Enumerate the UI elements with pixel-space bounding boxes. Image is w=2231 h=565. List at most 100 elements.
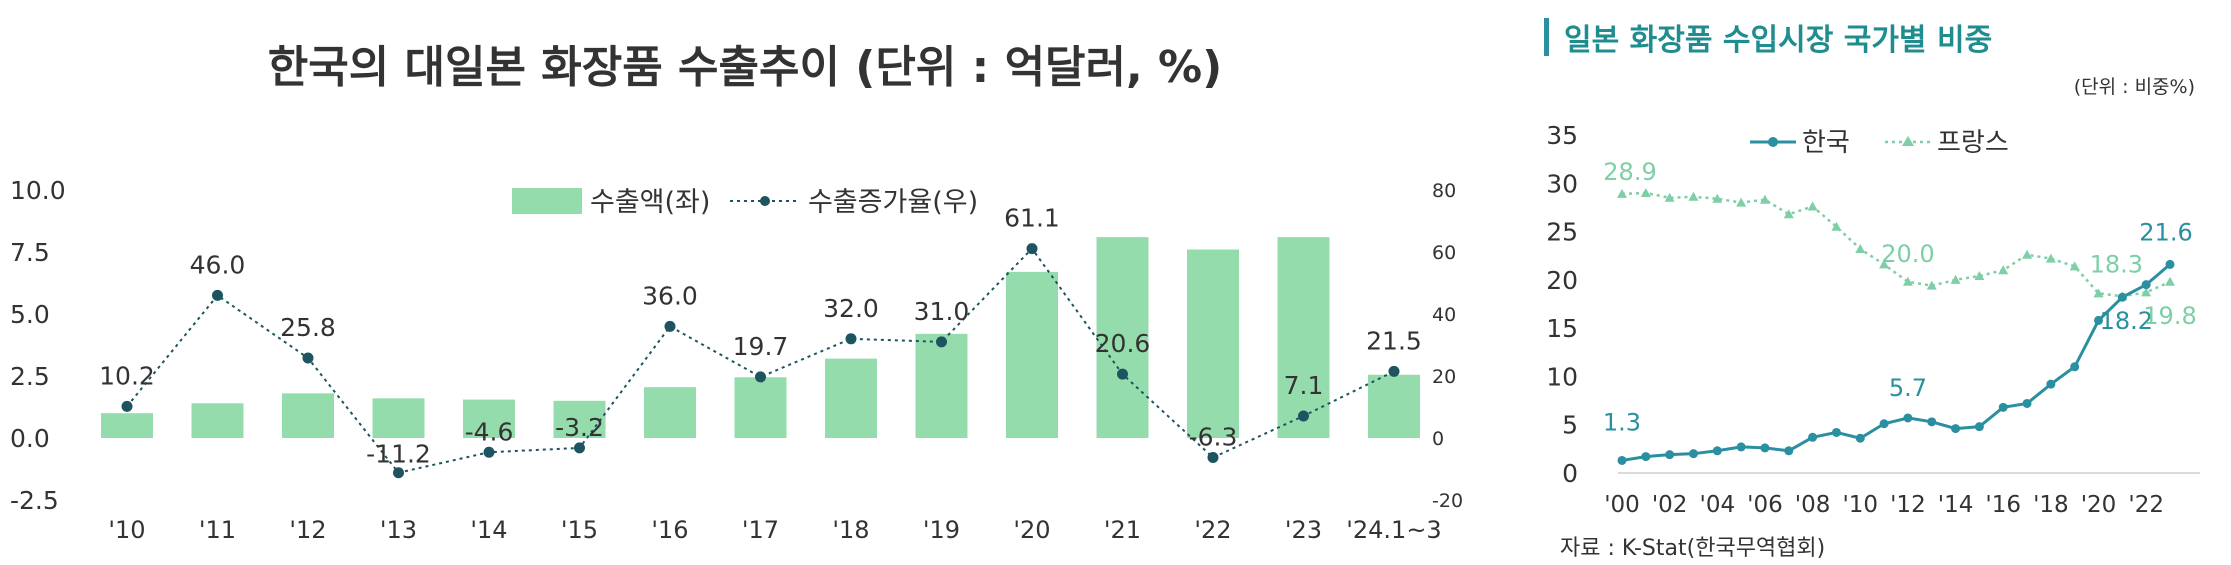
growth-rate-label: 25.8 bbox=[280, 313, 336, 342]
france-point bbox=[2141, 287, 2152, 297]
x-tick-label: '18 bbox=[832, 516, 869, 544]
growth-rate-point bbox=[1117, 368, 1128, 380]
france-point bbox=[1902, 276, 1913, 286]
x-tick-label: '18 bbox=[2033, 492, 2069, 518]
x-tick-label: '20 bbox=[1013, 516, 1050, 544]
korea-annotation: 18.2 bbox=[2100, 307, 2153, 335]
data-annotations: 1.3 5.7 18.2 21.6 28.9 20.0 18.319.8 bbox=[1603, 158, 2197, 437]
x-axis: '00 '02 '04 '06 '08 '10 '12 '14 '16 '18 '20 '22 bbox=[1604, 492, 2164, 518]
x-tick-label: '15 bbox=[561, 516, 598, 544]
france-point bbox=[2069, 261, 2080, 271]
growth-rate-label: 7.1 bbox=[1284, 371, 1324, 400]
legend-korea-marker bbox=[1768, 137, 1778, 147]
y-tick-label: 10 bbox=[1546, 362, 1578, 391]
growth-rate-point bbox=[483, 446, 495, 458]
export-bar bbox=[191, 403, 244, 438]
y-tick-label: 15 bbox=[1546, 314, 1578, 343]
legend-bar-swatch bbox=[512, 188, 582, 214]
left-tick-label: 10.0 bbox=[10, 176, 66, 205]
export-trend-chart: 한국의 대일본 화장품 수출추이 (단위 : 억달러, %) 10.0 7.5 5.… bbox=[10, 42, 1463, 544]
x-tick-label: '00 bbox=[1604, 492, 1640, 518]
x-tick-label: '04 bbox=[1700, 492, 1736, 518]
growth-rate-line: 10.2 46.0 25.8 -11.2 -4.6 -3.2 36.0 19.7 32.0 31.… bbox=[99, 204, 1422, 479]
y-axis: 35 30 25 20 15 10 5 0 bbox=[1546, 121, 2200, 488]
x-tick-label: '17 bbox=[742, 516, 779, 544]
growth-rate-point bbox=[212, 289, 223, 301]
left-tick-label: 2.5 bbox=[10, 362, 50, 391]
export-bar bbox=[463, 399, 515, 438]
export-bar bbox=[915, 333, 968, 438]
x-tick-label: '11 bbox=[199, 516, 236, 544]
right-tick-label: 0 bbox=[1432, 428, 1444, 450]
growth-rate-label: -4.6 bbox=[465, 417, 514, 446]
france-point bbox=[2165, 276, 2175, 286]
right-axis: 80 60 40 20 0 -20 bbox=[1432, 180, 1463, 512]
france-point bbox=[1879, 259, 1890, 269]
chart2-unit-note: (단위 : 비중%) bbox=[2074, 76, 2195, 98]
export-bar bbox=[644, 387, 696, 438]
export-bar bbox=[1368, 374, 1420, 438]
right-tick-label: 60 bbox=[1432, 242, 1456, 264]
export-bar bbox=[372, 398, 425, 438]
export-value-bars bbox=[101, 237, 1420, 438]
korea-point bbox=[2141, 280, 2151, 290]
x-tick-label: '14 bbox=[1938, 492, 1974, 518]
france-point bbox=[1950, 274, 1961, 284]
x-tick-label: '16 bbox=[651, 516, 688, 544]
export-bar bbox=[825, 358, 877, 438]
france-point bbox=[1783, 209, 1794, 219]
france-annotation: 20.0 bbox=[1881, 240, 1934, 268]
chart2-source: 자료 : K-Stat(한국무역협회) bbox=[1560, 536, 1825, 561]
growth-rate-point bbox=[1026, 243, 1038, 255]
chart2-legend: 한국 프랑스 bbox=[1750, 128, 2009, 158]
export-bar bbox=[1187, 249, 1239, 438]
korea-point bbox=[1903, 413, 1913, 423]
korea-point bbox=[1855, 433, 1865, 443]
growth-rate-label: 19.7 bbox=[733, 332, 789, 361]
france-point bbox=[1664, 192, 1675, 202]
growth-rate-point bbox=[1388, 365, 1400, 377]
korea-point bbox=[1998, 402, 2008, 412]
chart1-title: 한국의 대일본 화장품 수출추이 (단위 : 억달러, %) bbox=[268, 42, 1222, 93]
left-tick-label: 7.5 bbox=[10, 238, 50, 267]
right-tick-label: 80 bbox=[1432, 180, 1456, 202]
left-tick-label: -2.5 bbox=[10, 486, 59, 515]
france-annotation: 18.3 bbox=[2090, 250, 2143, 278]
growth-rate-point bbox=[393, 467, 404, 479]
growth-rate-point bbox=[574, 442, 585, 454]
growth-rate-point bbox=[1298, 410, 1309, 422]
y-tick-label: 20 bbox=[1546, 266, 1578, 295]
growth-rate-label: -6.3 bbox=[1189, 423, 1238, 452]
france-line bbox=[1621, 191, 2171, 298]
korea-point bbox=[1617, 455, 1627, 465]
growth-rate-point bbox=[936, 336, 947, 348]
growth-rate-label: -3.2 bbox=[555, 413, 604, 442]
x-tick-label: '12 bbox=[289, 516, 326, 544]
korea-point bbox=[1784, 446, 1794, 456]
france-point bbox=[1759, 194, 1770, 204]
x-tick-label: '13 bbox=[380, 516, 417, 544]
left-axis: 10.0 7.5 5.0 2.5 0.0 -2.5 bbox=[10, 176, 66, 515]
y-tick-label: 5 bbox=[1562, 411, 1578, 440]
x-tick-label: '16 bbox=[1985, 492, 2021, 518]
growth-rate-label: -11.2 bbox=[366, 440, 431, 469]
growth-rate-point bbox=[845, 333, 857, 345]
france-point bbox=[2022, 249, 2033, 259]
korea-point bbox=[1641, 452, 1651, 462]
y-tick-label: 25 bbox=[1546, 218, 1578, 247]
x-tick-label: '21 bbox=[1104, 516, 1141, 544]
korea-series bbox=[1617, 259, 2175, 465]
legend-france-label: 프랑스 bbox=[1937, 128, 2009, 158]
korea-annotation: 21.6 bbox=[2139, 218, 2192, 246]
france-point bbox=[1831, 221, 1842, 231]
growth-rate-point bbox=[664, 320, 676, 332]
x-axis: '10 '11 '12 '13 '14 '15 '16 '17 '18 '19 '20 '21 '22 '… bbox=[108, 516, 1441, 544]
right-tick-label: -20 bbox=[1432, 490, 1463, 512]
x-tick-label: '20 bbox=[2081, 492, 2117, 518]
chart2-title: 일본 화장품 수입시장 국가별 비중 bbox=[1564, 23, 1992, 58]
korea-point bbox=[1974, 422, 1984, 432]
korea-point bbox=[2070, 362, 2080, 372]
korea-point bbox=[2117, 292, 2127, 302]
x-tick-label: '02 bbox=[1652, 492, 1688, 518]
growth-rate-label: 31.0 bbox=[914, 297, 970, 326]
